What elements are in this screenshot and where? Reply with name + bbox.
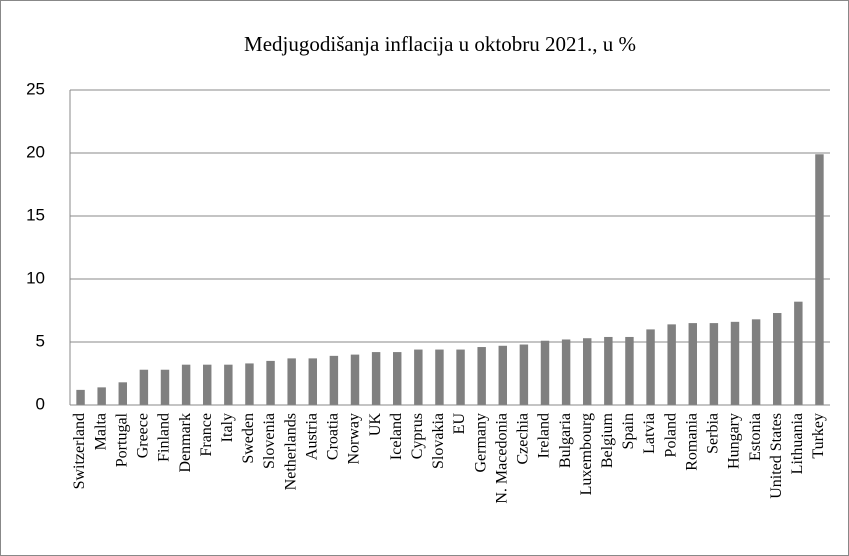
x-tick-label: Portugal [113, 412, 130, 467]
x-tick-label: Slovakia [430, 413, 447, 469]
bar [604, 336, 613, 405]
bar [266, 360, 275, 405]
bar [97, 387, 106, 405]
bar [118, 382, 127, 405]
bar [561, 339, 571, 405]
bar [794, 301, 803, 405]
bar [139, 369, 149, 405]
bar [224, 364, 233, 405]
x-tick-label: Sweden [240, 413, 257, 464]
x-tick-label: Luxembourg [578, 413, 595, 495]
x-tick-label: EU [451, 413, 468, 435]
bar [667, 324, 676, 405]
bar [76, 389, 85, 405]
bar [540, 340, 550, 405]
x-tick-label: N. Macedonia [493, 413, 510, 504]
chart-title: Medjugodišanja inflacija u oktobru 2021.… [244, 32, 636, 56]
bar [160, 369, 170, 405]
x-tick-label: Germany [472, 413, 489, 473]
bar [287, 358, 296, 405]
bar [815, 154, 824, 405]
x-tick-label: Netherlands [282, 413, 299, 490]
x-tick-label: Belgium [599, 412, 616, 468]
x-tick-label: Croatia [325, 413, 342, 460]
y-tick-label: 25 [26, 79, 45, 98]
x-tick-label: Hungary [726, 413, 743, 469]
x-tick-label: Lithuania [789, 413, 806, 474]
bar [203, 364, 212, 405]
x-tick-label: Serbia [705, 413, 722, 454]
bar [350, 354, 360, 405]
x-tick-label: Norway [346, 413, 363, 465]
bar [625, 336, 634, 405]
bar [498, 345, 507, 405]
y-tick-label: 0 [36, 394, 45, 413]
bar [583, 338, 592, 405]
x-tick-label: Turkey [810, 413, 827, 459]
x-tick-label: Poland [662, 413, 679, 457]
x-tick-label: Bulgaria [557, 413, 574, 468]
x-tick-label: UK [367, 413, 384, 437]
x-tick-label: United States [768, 413, 785, 499]
x-tick-label: Slovenia [261, 413, 278, 469]
bar [751, 319, 761, 405]
x-tick-label: Finland [156, 413, 173, 462]
x-tick-label: Cyprus [409, 413, 426, 459]
x-tick-label: Italy [219, 413, 236, 442]
x-tick-label: Romania [683, 413, 700, 471]
bar [688, 323, 697, 405]
bar [393, 352, 402, 405]
x-tick-label: Spain [620, 413, 637, 449]
bar [456, 349, 465, 405]
x-tick-label: Iceland [388, 413, 405, 460]
x-tick-label: Latvia [641, 413, 658, 454]
x-tick-label: Austria [303, 413, 320, 460]
bar [308, 358, 317, 405]
bar [371, 352, 381, 405]
bar [646, 329, 655, 405]
bar [414, 349, 423, 405]
x-tick-label: Czechia [515, 413, 532, 465]
bar [245, 363, 254, 405]
y-tick-label: 20 [26, 142, 45, 161]
bar [181, 364, 191, 405]
x-tick-label: Greece [135, 413, 152, 458]
x-tick-label: France [198, 413, 215, 457]
bar [730, 321, 740, 405]
x-tick-label: Switzerland [71, 413, 88, 489]
y-tick-label: 10 [26, 268, 45, 287]
x-tick-label: Malta [92, 413, 109, 450]
bar [519, 344, 529, 405]
y-tick-label: 5 [36, 331, 45, 350]
bar [477, 347, 486, 405]
bar [435, 349, 444, 405]
x-tick-label: Estonia [747, 413, 764, 461]
x-tick-label: Denmark [177, 413, 194, 473]
bar [709, 323, 719, 405]
bar [773, 313, 782, 405]
x-tick-label: Ireland [536, 413, 553, 458]
y-tick-label: 15 [26, 205, 45, 224]
bar [329, 355, 339, 405]
